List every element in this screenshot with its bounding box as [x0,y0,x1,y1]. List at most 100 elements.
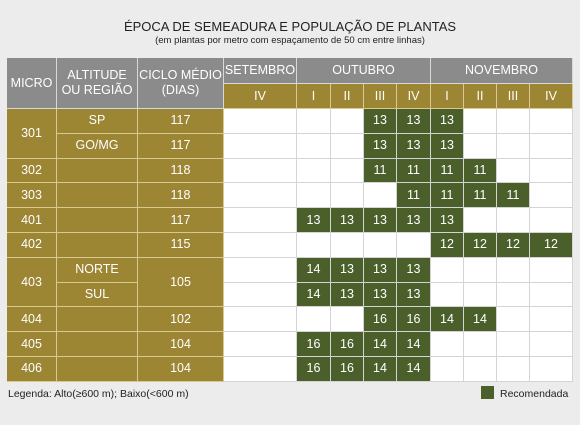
value-cell: 16 [331,332,364,357]
value-cell: 11 [497,183,530,209]
empty-cell [224,109,297,134]
empty-cell [297,133,331,159]
micro: 406 [7,357,57,382]
empty-cell [331,183,364,209]
value-cell: 16 [364,307,397,333]
empty-cell [431,257,464,283]
micro: 301 [7,109,57,159]
altitude: SUL [57,282,138,308]
value-cell: 13 [397,133,431,159]
altitude [57,183,138,209]
empty-cell [464,208,497,233]
value-cell: 13 [364,257,397,283]
micro: 405 [7,332,57,357]
empty-cell [224,307,297,333]
value-cell: 13 [397,282,431,308]
value-cell: 11 [431,158,464,184]
column-header: MICRO [7,58,57,109]
month-header: SETEMBRO [224,58,297,84]
value-cell: 11 [464,183,497,209]
empty-cell [530,332,573,357]
value-cell: 14 [364,357,397,382]
column-header: ALTITUDE OU REGIÃO [57,58,138,109]
ciclo: 117 [138,208,224,233]
empty-cell [224,208,297,233]
value-cell: 13 [364,282,397,308]
empty-cell [464,109,497,134]
empty-cell [364,233,397,258]
value-cell: 11 [364,158,397,184]
empty-cell [530,257,573,283]
empty-cell [497,307,530,333]
value-cell: 11 [397,183,431,209]
empty-cell [297,109,331,134]
value-cell: 16 [331,357,364,382]
altitude [57,233,138,258]
altitude [57,357,138,382]
column-header: CICLO MÉDIO (DIAS) [138,58,224,109]
value-cell: 13 [397,257,431,283]
empty-cell [224,282,297,308]
empty-cell [431,357,464,382]
empty-cell [464,257,497,283]
empty-cell [431,332,464,357]
ciclo: 117 [138,133,224,159]
value-cell: 13 [331,257,364,283]
ciclo: 118 [138,183,224,209]
value-cell: 14 [397,332,431,357]
value-cell: 13 [364,133,397,159]
subtitle: (em plantas por metro com espaçamento de… [155,35,425,46]
value-cell: 13 [331,208,364,233]
empty-cell [224,233,297,258]
ciclo: 117 [138,109,224,134]
value-cell: 14 [297,257,331,283]
empty-cell [297,183,331,209]
period-header: I [297,84,331,109]
empty-cell [497,357,530,382]
ciclo: 115 [138,233,224,258]
value-cell: 14 [431,307,464,333]
value-cell: 11 [397,158,431,184]
value-cell: 13 [397,109,431,134]
ciclo: 105 [138,257,224,308]
empty-cell [530,133,573,159]
value-cell: 14 [364,332,397,357]
empty-cell [464,133,497,159]
value-cell: 16 [297,357,331,382]
altitude [57,208,138,233]
empty-cell [331,133,364,159]
empty-cell [530,282,573,308]
legend-text: Legenda: Alto(≥600 m); Baixo(<600 m) [8,388,189,400]
empty-cell [364,183,397,209]
empty-cell [497,109,530,134]
legend-label: Recomendada [500,388,569,400]
empty-cell [224,332,297,357]
ciclo: 104 [138,332,224,357]
period-header: II [331,84,364,109]
value-cell: 12 [431,233,464,258]
value-cell: 14 [464,307,497,333]
value-cell: 12 [497,233,530,258]
empty-cell [397,233,431,258]
legend-swatch [481,386,494,399]
micro: 401 [7,208,57,233]
value-cell: 13 [331,282,364,308]
micro: 404 [7,307,57,333]
altitude: SP [57,109,138,134]
empty-cell [297,307,331,333]
altitude: NORTE [57,257,138,283]
month-header: OUTUBRO [297,58,431,84]
micro: 403 [7,257,57,308]
value-cell: 16 [297,332,331,357]
value-cell: 16 [397,307,431,333]
value-cell: 12 [464,233,497,258]
period-header: III [497,84,530,109]
empty-cell [331,233,364,258]
period-header: II [464,84,497,109]
value-cell: 11 [431,183,464,209]
empty-cell [331,158,364,184]
value-cell: 12 [530,233,573,258]
empty-cell [497,158,530,184]
value-cell: 14 [297,282,331,308]
